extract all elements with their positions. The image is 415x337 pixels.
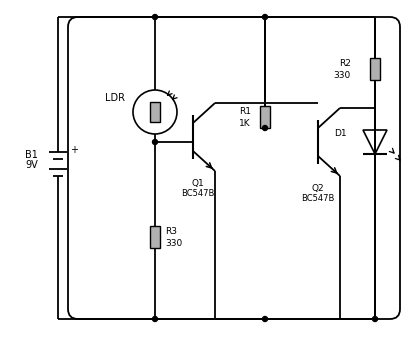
Text: BC547B: BC547B [181,189,215,198]
Text: 1K: 1K [239,119,251,127]
Bar [150,102,160,122]
Text: 9V: 9V [25,160,38,170]
Circle shape [152,14,158,20]
Circle shape [263,14,268,20]
Text: LDR: LDR [105,93,125,103]
Text: BC547B: BC547B [301,194,334,203]
Text: Q2: Q2 [312,184,324,193]
Text: +: + [70,145,78,155]
Bar [150,226,160,248]
Circle shape [373,316,378,321]
Circle shape [133,90,177,134]
Circle shape [263,316,268,321]
Text: D1: D1 [334,129,347,139]
Text: 330: 330 [334,70,351,80]
Text: B1: B1 [25,150,38,160]
Text: R3: R3 [165,226,177,236]
Text: 330: 330 [165,239,182,247]
Circle shape [152,140,158,145]
Text: R1: R1 [239,106,251,116]
Bar [260,106,270,128]
Circle shape [263,125,268,130]
Text: R2: R2 [339,59,351,67]
Text: Q1: Q1 [192,179,204,188]
Circle shape [152,316,158,321]
Bar [370,58,380,80]
